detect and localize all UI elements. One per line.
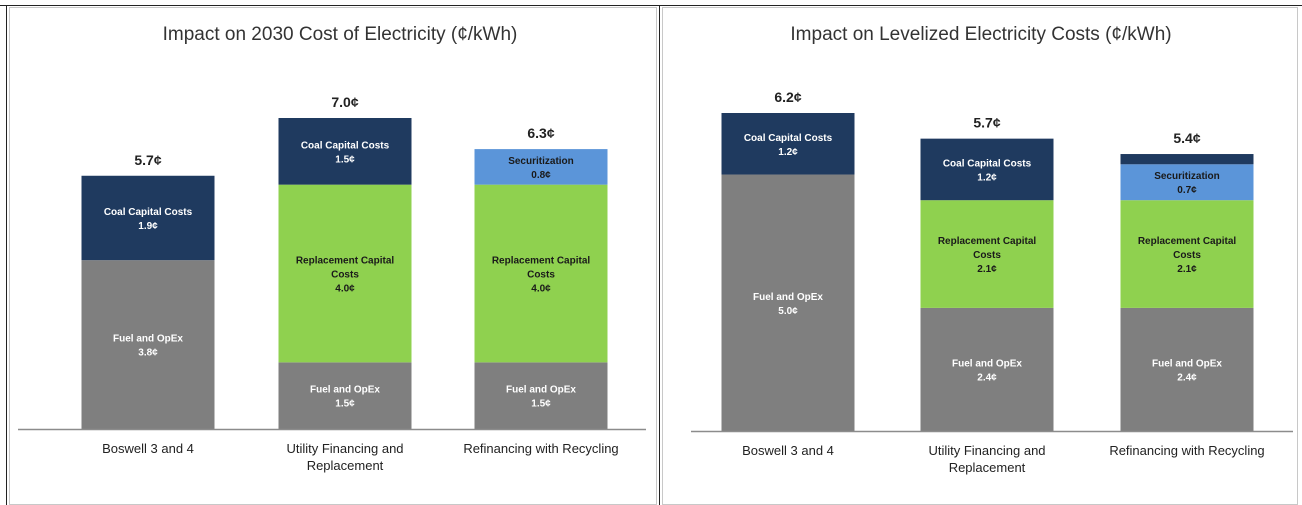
segment-value: 4.0¢	[531, 284, 551, 295]
category-label-line: Utility Financing and	[286, 441, 403, 456]
segment-label: Fuel and OpEx 2.4¢	[952, 358, 1022, 383]
bar-total-label: 7.0¢	[331, 94, 358, 110]
segment-name: Fuel and OpEx	[1152, 358, 1222, 369]
segment-label: Fuel and OpEx 2.4¢	[1152, 358, 1222, 383]
chart-title: Impact on Levelized Electricity Costs (¢…	[790, 24, 1171, 45]
category-label: Refinancing with Recycling	[463, 441, 618, 456]
bar-segment-replacement-capital-costs	[1120, 200, 1254, 308]
category-label-line: Replacement	[949, 460, 1026, 475]
segment-label: Fuel and OpEx 3.8¢	[113, 334, 183, 359]
segment-label: Replacement Capital Costs 2.1¢	[938, 236, 1037, 275]
category-label: Boswell 3 and 4	[102, 441, 194, 456]
segment-name: Fuel and OpEx	[310, 385, 380, 396]
segment-value: 1.2¢	[778, 147, 798, 158]
segment-label: Fuel and OpEx 1.5¢	[310, 385, 380, 410]
segment-label: Coal Capital Costs 1.9¢	[104, 207, 193, 232]
segment-name: Fuel and OpEx	[506, 385, 576, 396]
category-label-line: Refinancing with Recycling	[463, 441, 618, 456]
segment-value: 2.4¢	[977, 372, 997, 383]
bar-segment-securitization	[474, 149, 608, 185]
bar-total-label: 5.7¢	[973, 115, 1000, 131]
segment-label: Fuel and OpEx 1.5¢	[506, 385, 576, 410]
bar-segment-fuel-and-opex	[920, 307, 1054, 431]
segment-label: Coal Capital Costs 1.2¢	[744, 133, 833, 158]
segment-name: Costs	[527, 270, 555, 281]
bar-segment-replacement-capital-costs	[278, 184, 412, 363]
segment-name: Costs	[331, 270, 359, 281]
segment-name: Costs	[1173, 250, 1201, 261]
segment-name: Fuel and OpEx	[113, 334, 183, 345]
bar-total-label: 6.3¢	[527, 125, 554, 141]
bar-total-label: 5.7¢	[134, 152, 161, 168]
chart-panel-2030-cost: Impact on 2030 Cost of Electricity (¢/kW…	[9, 7, 657, 505]
segment-value: 4.0¢	[335, 284, 355, 295]
segment-label: Replacement Capital Costs 4.0¢	[492, 256, 591, 295]
segment-name: Replacement Capital	[492, 256, 591, 267]
bar-segment-fuel-and-opex	[1120, 307, 1254, 431]
category-label-line: Utility Financing and	[928, 443, 1045, 458]
segment-value: 3.8¢	[138, 348, 158, 359]
category-label: Boswell 3 and 4	[742, 443, 834, 458]
bar-segment-fuel-and-opex	[278, 362, 412, 429]
segment-name: Coal Capital Costs	[943, 158, 1032, 169]
segment-name: Fuel and OpEx	[753, 292, 823, 303]
chart-levelized-cost: Impact on Levelized Electricity Costs (¢…	[691, 24, 1293, 475]
outer-frame-top	[0, 5, 1302, 6]
segment-value: 2.1¢	[977, 264, 997, 275]
outer-frame-left	[6, 5, 7, 505]
segment-name: Replacement Capital	[1138, 236, 1237, 247]
segment-name: Coal Capital Costs	[744, 133, 833, 144]
bar-segment-securitization	[1120, 164, 1254, 201]
segment-value: 1.9¢	[138, 221, 158, 232]
bar-total-label: 6.2¢	[774, 89, 801, 105]
bar-segment-coal-capital-costs	[920, 138, 1054, 201]
bar-segment-fuel-and-opex	[81, 260, 215, 429]
segment-name: Securitization	[508, 156, 574, 167]
bar-segment-fuel-and-opex	[474, 362, 608, 429]
category-label: Refinancing with Recycling	[1109, 443, 1264, 458]
segment-label: Coal Capital Costs 1.5¢	[301, 140, 390, 165]
segment-label: Coal Capital Costs 1.2¢	[943, 158, 1032, 183]
segment-name: Fuel and OpEx	[952, 358, 1022, 369]
chart-title: Impact on 2030 Cost of Electricity (¢/kW…	[163, 24, 518, 45]
chart-2030-cost: Impact on 2030 Cost of Electricity (¢/kW…	[18, 24, 646, 473]
category-label: Utility Financing and Replacement	[928, 443, 1045, 475]
segment-value: 1.5¢	[531, 399, 551, 410]
segment-label: Replacement Capital Costs 4.0¢	[296, 256, 395, 295]
segment-label: Securitization 0.7¢	[1154, 171, 1220, 196]
bar-segment-replacement-capital-costs	[474, 184, 608, 363]
segment-label: Securitization 0.8¢	[508, 156, 574, 181]
segment-name: Securitization	[1154, 171, 1220, 182]
segment-name: Coal Capital Costs	[301, 140, 390, 151]
segment-value: 1.2¢	[977, 172, 997, 183]
segment-name: Replacement Capital	[938, 236, 1037, 247]
bar-total-label: 5.4¢	[1173, 130, 1200, 146]
segment-value: 2.1¢	[1177, 264, 1197, 275]
outer-frame-divider	[659, 5, 660, 505]
category-label-line: Replacement	[307, 458, 384, 473]
segment-value: 1.5¢	[335, 154, 355, 165]
segment-name: Coal Capital Costs	[104, 207, 193, 218]
bar-segment-replacement-capital-costs	[920, 200, 1054, 308]
category-label-line: Refinancing with Recycling	[1109, 443, 1264, 458]
bar-segment-coal-capital-costs	[278, 118, 412, 185]
segment-value: 1.5¢	[335, 399, 355, 410]
category-label-line: Boswell 3 and 4	[742, 443, 834, 458]
bar-segment-coal-capital-costs	[721, 113, 855, 175]
bar-segment-coal-capital-costs	[1120, 154, 1254, 165]
category-label: Utility Financing and Replacement	[286, 441, 403, 473]
segment-value: 5.0¢	[778, 306, 798, 317]
segment-name: Costs	[973, 250, 1001, 261]
category-label-line: Boswell 3 and 4	[102, 441, 194, 456]
segment-label: Fuel and OpEx 5.0¢	[753, 292, 823, 317]
bar-segment-fuel-and-opex	[721, 174, 855, 431]
segment-value: 0.7¢	[1177, 185, 1197, 196]
segment-value: 2.4¢	[1177, 372, 1197, 383]
segment-value: 0.8¢	[531, 170, 551, 181]
segment-name: Replacement Capital	[296, 256, 395, 267]
chart-panel-levelized-cost: Impact on Levelized Electricity Costs (¢…	[662, 7, 1298, 505]
segment-label: Replacement Capital Costs 2.1¢	[1138, 236, 1237, 275]
bar-segment-coal-capital-costs	[81, 175, 215, 261]
